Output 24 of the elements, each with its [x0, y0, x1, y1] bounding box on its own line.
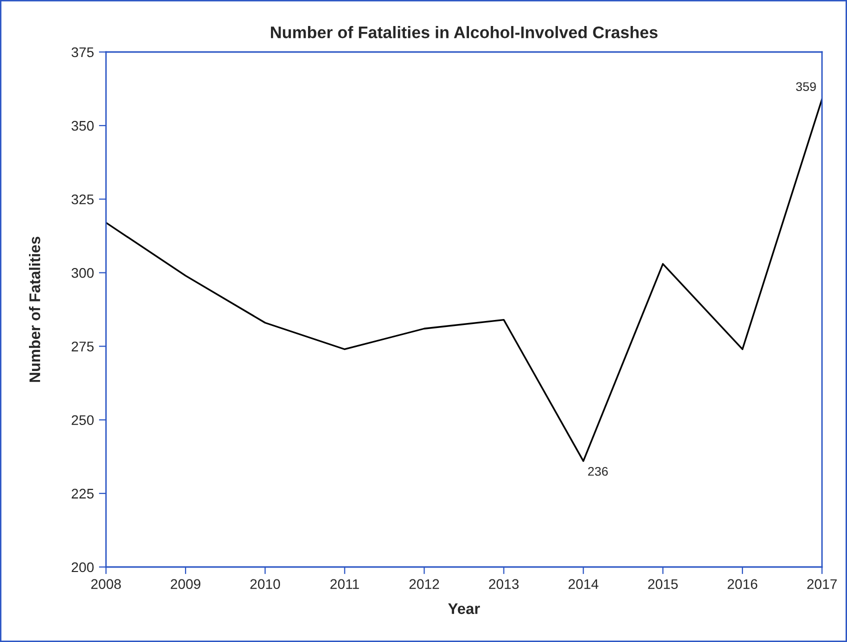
x-tick-label: 2011 — [330, 579, 359, 590]
x-axis-title: Year — [448, 603, 480, 614]
data-label: 236 — [588, 466, 608, 476]
y-tick-label: 300 — [72, 268, 94, 278]
y-tick-label: 325 — [72, 194, 94, 204]
x-tick-label: 2010 — [250, 579, 280, 590]
y-tick-label: 375 — [72, 47, 94, 58]
data-label: 359 — [796, 82, 816, 92]
x-tick-label: 2017 — [807, 579, 837, 590]
y-tick-label: 225 — [72, 488, 94, 499]
y-axis-title: Number of Fatalities — [29, 236, 40, 382]
y-tick-label: 275 — [72, 342, 94, 352]
chart-title: Number of Fatalities in Alcohol-Involved Crashes — [270, 26, 658, 38]
x-tick-label: 2013 — [489, 579, 519, 590]
x-tick-label: 2008 — [91, 579, 121, 590]
y-tick-label: 350 — [72, 120, 94, 131]
x-tick-label: 2015 — [648, 579, 678, 590]
y-tick-label: 250 — [72, 415, 94, 426]
y-tick-label: 200 — [72, 562, 94, 572]
line-series — [106, 98, 822, 462]
x-tick-label: 2009 — [170, 579, 200, 590]
x-tick-label: 2012 — [409, 579, 439, 590]
x-tick-label: 2016 — [728, 579, 758, 590]
x-tick-label: 2014 — [568, 579, 598, 590]
